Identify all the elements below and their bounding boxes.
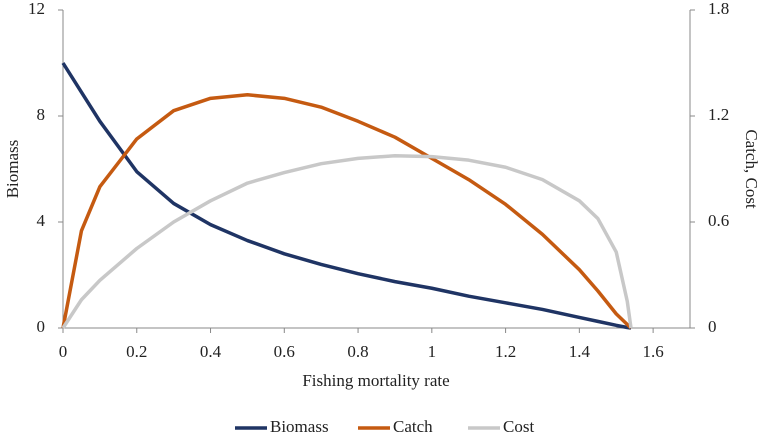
series-line: [61, 93, 633, 330]
x-tick-label: 0: [59, 342, 68, 361]
y-tick-label: 12: [28, 0, 45, 18]
x-tick-label: 0.8: [347, 342, 368, 361]
y2-tick-label: 0.6: [708, 211, 729, 230]
x-tick-label: 0.4: [200, 342, 222, 361]
y2-axis-title: Catch, Cost: [742, 129, 761, 209]
series-line: [61, 62, 632, 330]
x-tick-label: 0.2: [126, 342, 147, 361]
legend-label: Cost: [503, 417, 534, 436]
y2-tick-label: 1.8: [708, 0, 729, 18]
x-tick-label: 1.4: [569, 342, 591, 361]
y-tick-label: 0: [37, 317, 46, 336]
y2-tick-label: 1.2: [708, 105, 729, 124]
y-axis-title: Biomass: [3, 140, 22, 199]
x-tick-label: 1: [428, 342, 437, 361]
legend-label: Catch: [393, 417, 433, 436]
x-tick-label: 1.6: [642, 342, 663, 361]
x-tick-label: 0.6: [274, 342, 295, 361]
y-tick-label: 8: [37, 105, 46, 124]
x-axis-title: Fishing mortality rate: [302, 371, 449, 390]
legend-label: Biomass: [270, 417, 329, 436]
y-tick-label: 4: [37, 211, 46, 230]
series-line: [61, 154, 633, 329]
y2-tick-label: 0: [708, 317, 717, 336]
x-tick-label: 1.2: [495, 342, 516, 361]
